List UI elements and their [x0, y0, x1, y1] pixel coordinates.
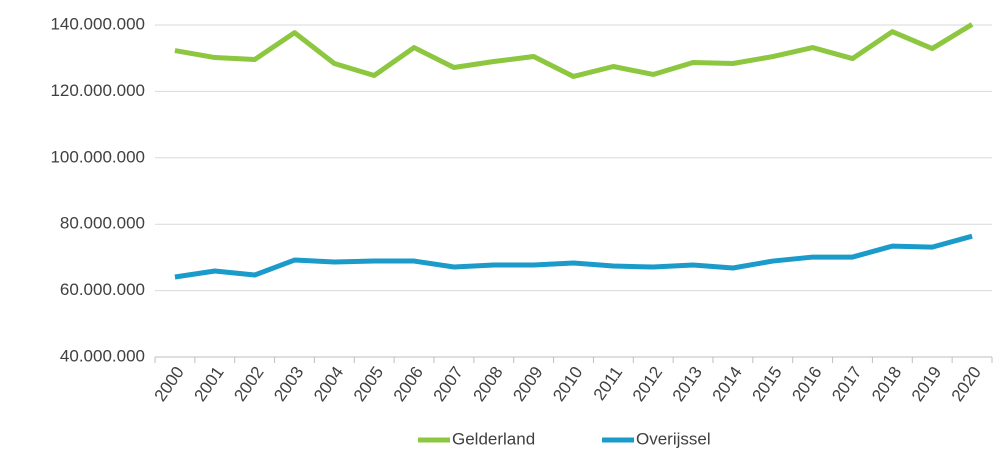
y-tick-label: 60.000.000 — [60, 280, 145, 299]
x-tick-label: 2006 — [390, 363, 427, 405]
x-tick-label: 2019 — [908, 363, 945, 405]
y-tick-label: 100.000.000 — [50, 147, 145, 166]
x-tick-label: 2002 — [230, 363, 267, 405]
x-tick-label: 2011 — [590, 363, 627, 404]
line-series — [174, 233, 973, 280]
x-tick-label: 2000 — [151, 363, 188, 405]
x-tick-label: 2017 — [828, 363, 865, 405]
x-tick-label: 2020 — [948, 363, 985, 405]
x-tick-label: 2001 — [190, 363, 227, 405]
y-tick-label: 120.000.000 — [50, 81, 145, 100]
x-tick-label: 2018 — [868, 363, 905, 405]
legend-label: Overijssel — [636, 429, 711, 448]
y-tick-label: 40.000.000 — [60, 346, 145, 365]
y-tick-label: 140.000.000 — [50, 14, 145, 33]
y-tick-label: 80.000.000 — [60, 214, 145, 233]
x-tick-label: 2003 — [270, 363, 307, 405]
x-tick-label: 2014 — [709, 363, 746, 405]
x-tick-label: 2013 — [669, 363, 706, 405]
x-tick-label: 2010 — [549, 363, 586, 405]
x-tick-label: 2004 — [310, 363, 347, 405]
x-tick-label: 2015 — [748, 363, 785, 405]
line-series — [174, 22, 974, 79]
x-tick-label: 2012 — [629, 363, 666, 405]
legend-label: Gelderland — [452, 429, 535, 448]
x-tick-label: 2005 — [350, 363, 387, 405]
x-tick-label: 2007 — [430, 363, 467, 405]
x-tick-label: 2008 — [469, 363, 506, 405]
x-tick-label: 2009 — [509, 363, 546, 405]
x-tick-label: 2016 — [788, 363, 825, 405]
